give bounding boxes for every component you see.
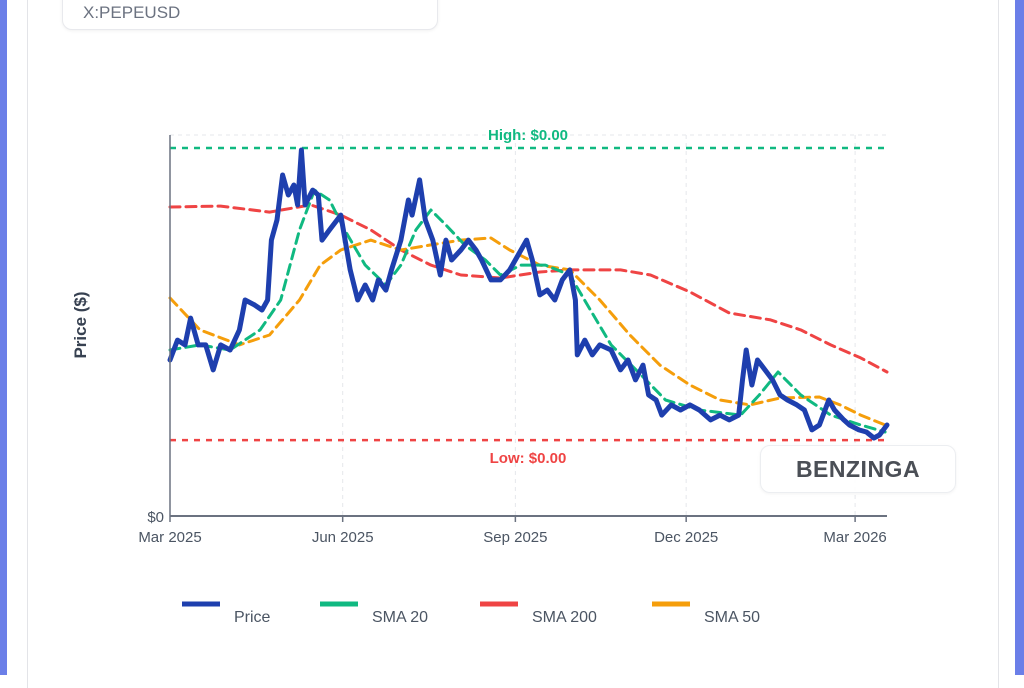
x-tick-label: Sep 2025: [483, 529, 547, 546]
x-tick-label: Mar 2025: [138, 529, 201, 546]
legend-label: SMA 200: [532, 609, 597, 626]
ticker-card: X:PEPEUSD: [62, 0, 438, 30]
legend-item-price[interactable]: Price: [182, 601, 271, 626]
legend-item-sma20[interactable]: SMA 20: [320, 601, 428, 626]
legend-item-sma50[interactable]: SMA 50: [652, 601, 760, 626]
ticker-symbol: X:PEPEUSD: [83, 3, 181, 22]
x-tick-label: Dec 2025: [654, 529, 718, 546]
legend-label: Price: [234, 609, 271, 626]
right-accent-bar: [1015, 0, 1024, 675]
legend-item-sma200[interactable]: SMA 200: [480, 601, 597, 626]
high-annotation: High: $0.00: [488, 127, 568, 144]
legend: Price SMA 20 SMA 200 SMA 50: [182, 601, 760, 626]
series-price-line: [167, 147, 890, 441]
x-tick-label: Jun 2025: [312, 529, 374, 546]
x-tick-label: Mar 2026: [823, 529, 886, 546]
benzinga-watermark: BENZINGA: [760, 445, 956, 493]
series-sma200-line: [168, 203, 889, 374]
y-axis-label: Price ($): [71, 291, 90, 358]
y-tick-label: $0: [147, 509, 164, 526]
legend-label: SMA 20: [372, 609, 428, 626]
left-accent-bar: [0, 0, 7, 675]
low-annotation: Low: $0.00: [490, 450, 567, 467]
legend-label: SMA 50: [704, 609, 760, 626]
series-sma50-line: [168, 236, 887, 427]
content-frame: [27, 0, 999, 688]
series-sma20-line: [168, 188, 887, 434]
series-lines: [167, 146, 890, 442]
